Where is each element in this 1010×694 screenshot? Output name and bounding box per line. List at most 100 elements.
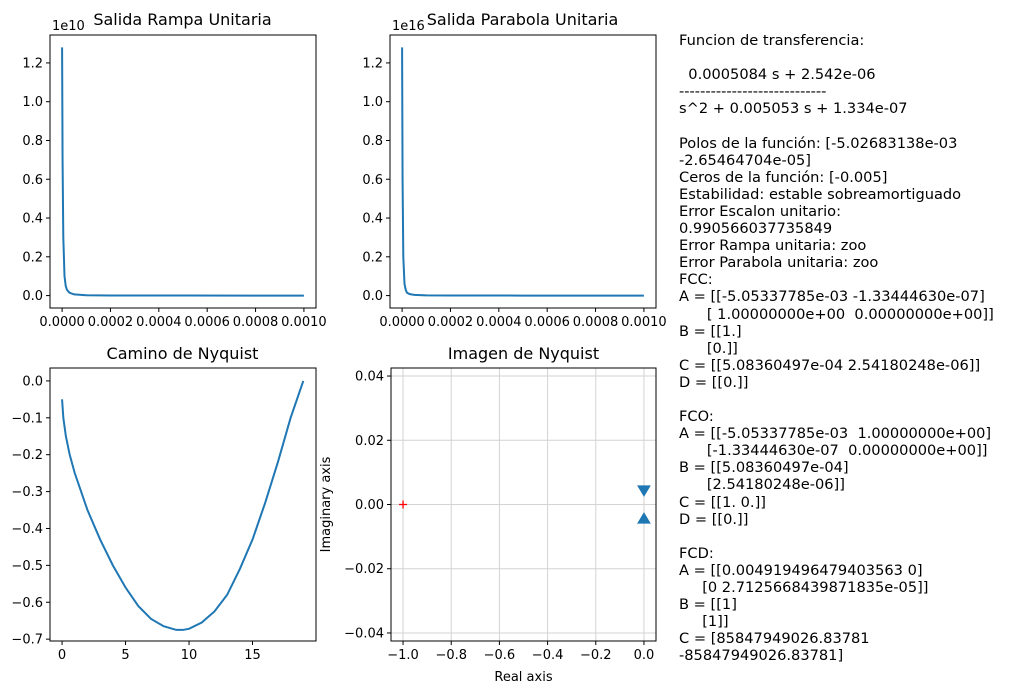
x-tick-label: −0.4 [532, 648, 564, 663]
subplot-parabola: Salida Parabola Unitaria 1e16 0.0000 0.00… [362, 10, 666, 330]
info-line: B = [[5.08360497e-04] [679, 459, 849, 477]
y-tick-label: −0.1 [11, 411, 43, 426]
info-line [679, 391, 1009, 408]
x-tick-label: 0.0004 [476, 315, 522, 330]
info-line: A = [[0.004919496479403563 0] [679, 561, 923, 579]
y-tick-label: 0.4 [22, 212, 43, 227]
info-line: [2.54180248e-06]] [679, 476, 845, 494]
nyquist-point [637, 485, 651, 497]
axes-frame [49, 367, 317, 642]
x-tick-label: 0.0010 [281, 315, 327, 330]
info-line: [0.]] [679, 339, 738, 357]
x-tick-label: 0.0010 [621, 315, 667, 330]
y-tick-label: 0.04 [355, 370, 384, 385]
info-line: 0.0005084 s + 2.542e-06 [679, 66, 876, 84]
y-tick-label: −0.7 [11, 633, 43, 648]
y-tick-label: −0.2 [11, 448, 43, 463]
y-tick-label: 0.0 [362, 289, 383, 304]
info-line: Error Escalon unitario: [679, 202, 841, 220]
x-tick-label: 0.0000 [39, 315, 85, 330]
info-line: Error Rampa unitaria: zoo [679, 237, 867, 255]
info-line: FCD: [679, 544, 714, 562]
info-line [679, 528, 1009, 545]
xlabel-imagen: Real axis [494, 670, 552, 685]
info-line: D = [[0.]] [679, 373, 749, 391]
y-tick-label: 1.0 [22, 95, 43, 110]
y-tick-label: 0.6 [362, 173, 383, 188]
x-tick-label: 0 [58, 648, 66, 663]
info-line: FCC: [679, 271, 713, 289]
x-tick-label: 0.0008 [573, 315, 619, 330]
info-line: C = [85847949026.83781 [679, 630, 870, 648]
y-tick-label: 0.0 [22, 374, 43, 389]
subplot-rampa: Salida Rampa Unitaria 1e10 0.0000 0.0002 0… [22, 10, 326, 330]
info-line: [-1.33444630e-07 0.00000000e+00]] [679, 442, 988, 460]
x-tick-label: 0.0008 [233, 315, 279, 330]
title-camino: Camino de Nyquist [107, 344, 259, 363]
y-tick-label: 0.4 [362, 212, 383, 227]
x-tick-label: 10 [181, 648, 198, 663]
info-line: [1]] [679, 613, 729, 631]
nyquist-point [637, 512, 651, 524]
x-tick-label: −0.2 [580, 648, 612, 663]
y-tick-label: 0.0 [22, 289, 43, 304]
info-panel: Funcion de transferencia: 0.0005084 s + … [679, 32, 1009, 664]
info-line: C = [[5.08360497e-04 2.54180248e-06]] [679, 356, 981, 374]
x-tick-label: 0.0006 [184, 315, 230, 330]
y-tick-label: −0.02 [344, 562, 384, 577]
info-line: FCO: [679, 408, 714, 426]
info-line: A = [[-5.05337785e-03 -1.33444630e-07] [679, 288, 985, 306]
x-tick-label: 0.0002 [88, 315, 134, 330]
x-tick-label: 5 [121, 648, 129, 663]
info-line: B = [[1.] [679, 322, 742, 340]
x-tick-label: −0.8 [435, 648, 467, 663]
series-line [61, 47, 304, 297]
x-tick-label: 15 [244, 648, 261, 663]
x-tick-label: 0.0 [634, 648, 655, 663]
x-tick-label: −0.6 [484, 648, 516, 663]
axes-frame [389, 34, 657, 309]
series-line [401, 47, 644, 297]
info-line: Ceros de la función: [-0.005] [679, 168, 888, 186]
info-line: A = [[-5.05337785e-03 1.00000000e+00] [679, 425, 992, 443]
y-tick-label: 0.2 [362, 250, 383, 265]
x-tick-label: 0.0004 [136, 315, 182, 330]
info-line: C = [[1. 0.]] [679, 493, 766, 511]
x-tick-label: 0.0006 [524, 315, 570, 330]
offset-text-rampa: 1e10 [52, 19, 85, 34]
title-imagen: Imagen de Nyquist [448, 344, 599, 363]
ylabel-imagen: Imaginary axis [319, 456, 334, 552]
info-line: [ 1.00000000e+00 0.00000000e+00]] [679, 305, 994, 323]
y-tick-label: −0.5 [11, 559, 43, 574]
y-tick-label: −0.6 [11, 596, 43, 611]
info-line: Error Parabola unitaria: zoo [679, 254, 879, 272]
y-tick-label: −0.4 [11, 522, 43, 537]
info-line [679, 117, 1009, 134]
y-tick-label: 1.2 [362, 56, 383, 71]
x-tick-label: 0.0000 [379, 315, 425, 330]
subplot-imagen: Imagen de Nyquist Real axis Imaginary ax… [319, 344, 657, 685]
info-line: B = [[1] [679, 596, 737, 614]
y-tick-label: 1.0 [362, 95, 383, 110]
y-tick-label: 0.02 [355, 434, 384, 449]
series-line [61, 380, 305, 631]
info-line: Estabilidad: estable sobreamortiguado [679, 185, 962, 203]
subplot-camino: Camino de Nyquist 0 5 10 15 0.0 −0.1 −0.2 −0.3 −… [11, 344, 317, 663]
info-line: -2.65464704e-05] [679, 151, 811, 169]
y-tick-label: 0.8 [362, 134, 383, 149]
x-tick-label: −1.0 [387, 648, 419, 663]
offset-text-parabola: 1e16 [392, 19, 425, 34]
info-line: Polos de la función: [-5.02683138e-03 [679, 134, 958, 152]
info-line: [0 2.7125668439871835e-05]] [679, 579, 929, 596]
y-tick-label: 0.6 [22, 173, 43, 188]
info-line [679, 49, 1009, 66]
info-line: Funcion de transferencia: [679, 32, 865, 49]
title-rampa: Salida Rampa Unitaria [93, 10, 271, 29]
y-tick-label: −0.04 [344, 626, 384, 641]
y-tick-label: 1.2 [22, 56, 43, 71]
info-line: 0.990566037735849 [679, 220, 833, 238]
axes-frame [49, 34, 317, 309]
info-line: -85847949026.83781] [679, 647, 844, 665]
info-line: ---------------------------- [679, 83, 827, 101]
